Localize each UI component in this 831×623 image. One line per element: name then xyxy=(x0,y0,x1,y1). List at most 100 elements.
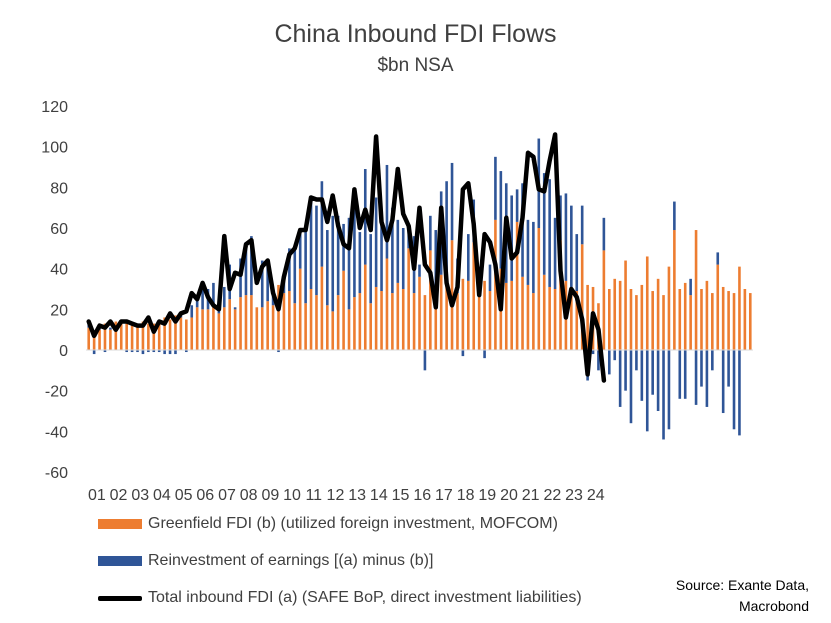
x-tick-label: 03 xyxy=(131,487,149,500)
y-tick-label: 20 xyxy=(50,302,68,319)
total-fdi-line xyxy=(86,132,607,383)
greenfield-bar xyxy=(673,230,676,350)
greenfield-bar xyxy=(423,295,427,350)
x-tick-label: 23 xyxy=(565,487,583,500)
greenfield-bar xyxy=(705,280,709,350)
greenfield-bar xyxy=(304,303,307,350)
reinvestment-bar xyxy=(315,205,318,296)
greenfield-bar xyxy=(277,284,280,350)
x-tick-label: 08 xyxy=(240,487,258,500)
greenfield-bar xyxy=(119,321,123,350)
reinvestment-bar xyxy=(553,217,557,289)
greenfield-bar xyxy=(407,248,410,350)
greenfield-bar xyxy=(418,276,421,350)
reinvestment-bar xyxy=(136,350,139,353)
greenfield-bar xyxy=(174,315,177,350)
greenfield-bar xyxy=(363,264,367,350)
y-tick-label: -20 xyxy=(45,384,68,401)
legend-swatch-greenfield xyxy=(98,519,142,529)
greenfield-bar xyxy=(347,309,351,350)
reinvestment-bar xyxy=(618,350,622,407)
greenfield-bar xyxy=(586,284,589,350)
reinvestment-bar xyxy=(374,197,378,287)
reinvestment-bar xyxy=(645,350,649,432)
reinvestment-bar xyxy=(613,350,617,361)
x-tick-label: 02 xyxy=(110,487,128,500)
y-tick-label: 60 xyxy=(50,221,68,238)
greenfield-bar xyxy=(445,282,448,350)
greenfield-bar xyxy=(526,284,530,350)
reinvestment-bar xyxy=(564,193,568,281)
greenfield-bar xyxy=(683,282,687,350)
greenfield-bar xyxy=(233,309,237,350)
legend-label-total: Total inbound FDI (a) (SAFE BoP, direct … xyxy=(148,589,582,606)
reinvestment-bar xyxy=(103,350,107,353)
reinvestment-bar xyxy=(607,350,611,375)
reinvestment-bar xyxy=(526,219,530,285)
greenfield-bar xyxy=(125,323,128,350)
greenfield-bar xyxy=(532,293,535,350)
greenfield-bar xyxy=(521,276,524,350)
reinvestment-bar xyxy=(401,228,405,289)
legend-item-total: Total inbound FDI (a) (SAFE BoP, direct … xyxy=(98,586,582,610)
greenfield-bar xyxy=(401,289,405,350)
reinvestment-bar xyxy=(266,264,269,302)
x-tick-label: 12 xyxy=(327,487,345,500)
greenfield-bar xyxy=(667,266,671,350)
greenfield-bar xyxy=(727,291,730,350)
reinvestment-bar xyxy=(667,350,671,430)
greenfield-bar xyxy=(228,299,232,350)
reinvestment-bar xyxy=(163,350,166,355)
greenfield-bar xyxy=(152,323,156,350)
reinvestment-bar xyxy=(250,236,253,296)
legend-label-greenfield: Greenfield FDI (b) (utilized foreign inv… xyxy=(148,515,558,532)
greenfield-bar xyxy=(271,305,275,350)
greenfield-bar xyxy=(250,295,253,350)
greenfield-bar xyxy=(260,307,264,350)
x-tick-label: 04 xyxy=(153,487,171,500)
greenfield-bar xyxy=(537,228,541,350)
reinvestment-bar xyxy=(309,199,313,289)
reinvestment-bar xyxy=(239,258,242,298)
x-tick-label: 10 xyxy=(283,487,301,500)
reinvestment-bar xyxy=(689,278,692,296)
x-tick-label: 21 xyxy=(522,487,540,500)
reinvestment-bar xyxy=(147,350,150,353)
greenfield-bar xyxy=(179,317,183,350)
greenfield-bar xyxy=(662,295,665,350)
greenfield-bar xyxy=(195,307,199,350)
reinvestment-bar xyxy=(673,201,676,231)
greenfield-bar xyxy=(607,289,611,350)
reinvestment-bar xyxy=(499,171,503,269)
reinvestment-bar xyxy=(635,350,638,371)
reinvestment-bar xyxy=(721,350,725,414)
x-tick-label: 22 xyxy=(543,487,561,500)
reinvestment-bar xyxy=(222,286,226,308)
source-line-1: Source: Exante Data, xyxy=(675,577,809,593)
greenfield-bar xyxy=(212,307,215,350)
y-tick-label: 100 xyxy=(41,140,68,157)
reinvestment-bar xyxy=(130,350,134,353)
greenfield-bar xyxy=(92,331,96,350)
greenfield-bar xyxy=(553,289,557,350)
greenfield-bar xyxy=(716,264,720,350)
greenfield-bar xyxy=(157,321,161,350)
greenfield-bar xyxy=(103,323,107,350)
reinvestment-bar xyxy=(298,230,302,269)
greenfield-bar xyxy=(190,317,194,350)
greenfield-bar xyxy=(629,289,633,350)
greenfield-bar xyxy=(266,301,269,350)
reinvestment-bar xyxy=(342,223,345,271)
greenfield-bar xyxy=(602,250,606,350)
greenfield-bar xyxy=(483,280,486,350)
reinvestment-bar xyxy=(450,162,454,241)
reinvestment-bar xyxy=(293,248,297,304)
reinvestment-bar xyxy=(640,350,644,401)
greenfield-bar xyxy=(510,280,513,350)
reinvestment-bar xyxy=(174,350,177,355)
greenfield-bar xyxy=(412,293,416,350)
reinvestment-bar xyxy=(141,350,145,355)
x-tick-label: 07 xyxy=(218,487,236,500)
chart-legend: Greenfield FDI (b) (utilized foreign inv… xyxy=(98,512,582,623)
reinvestment-bar xyxy=(732,350,736,430)
